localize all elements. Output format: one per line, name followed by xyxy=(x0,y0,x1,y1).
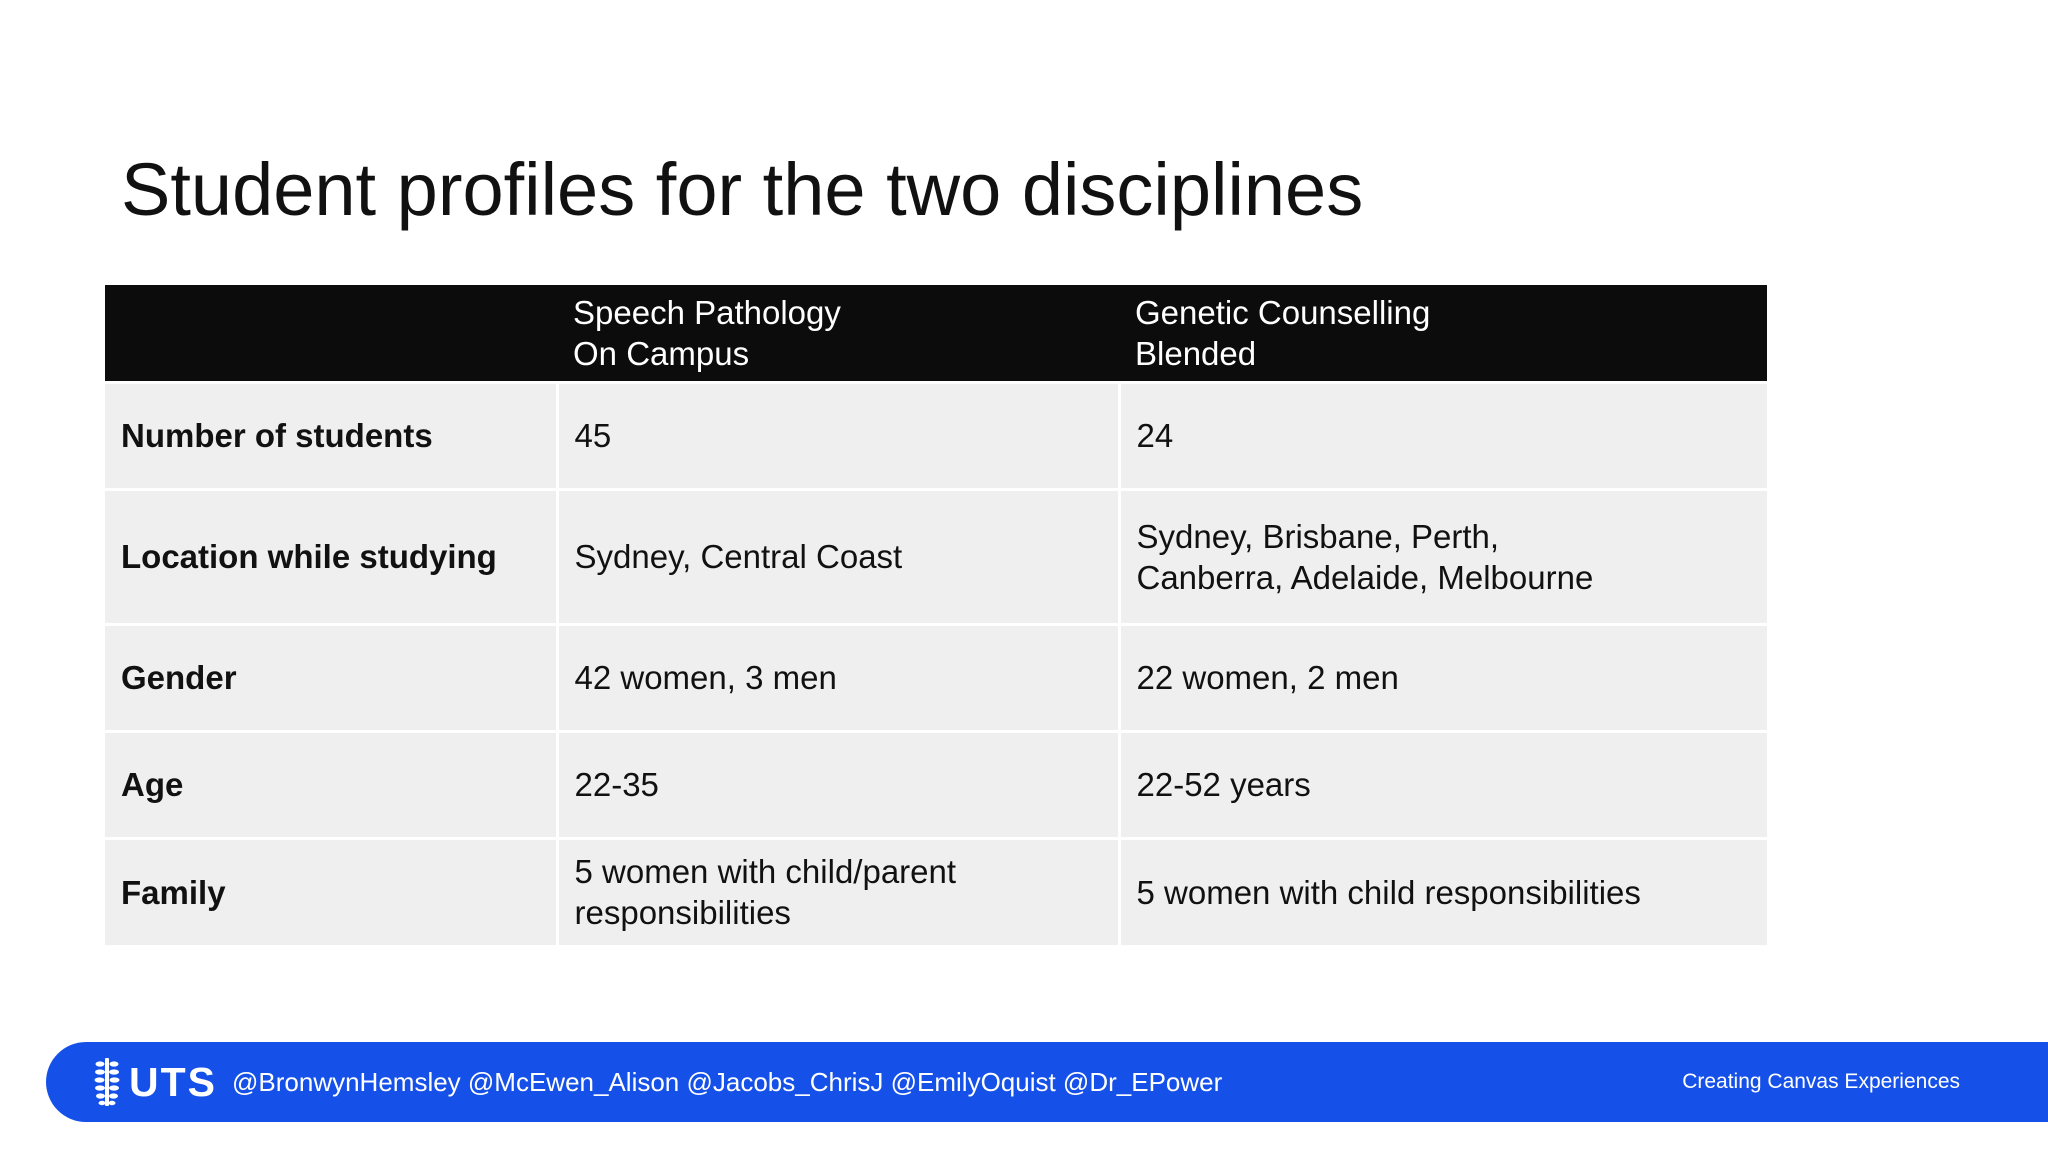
cell-line: 42 women, 3 men xyxy=(574,659,837,696)
table-header-speech-pathology: Speech Pathology On Campus xyxy=(557,285,1119,382)
uts-logo: UTS xyxy=(94,1058,217,1106)
speech-pathology-cell: 22-35 xyxy=(555,729,1121,840)
table-row-location: Location while studying Sydney, Central … xyxy=(105,487,1767,626)
cell-line: Sydney, Central Coast xyxy=(574,538,903,575)
header-line: Blended xyxy=(1135,334,1257,372)
cell-line: 22-35 xyxy=(574,766,659,803)
genetic-counselling-cell: Sydney, Brisbane, Perth, Canberra, Adela… xyxy=(1117,487,1767,626)
table-header-empty-cell xyxy=(105,285,557,382)
cell-line: responsibilities xyxy=(574,894,791,932)
row-label: Gender xyxy=(105,622,559,733)
table-row-age: Age 22-35 22-52 years xyxy=(105,729,1767,840)
cell-line: 5 women with child/parent xyxy=(574,853,957,891)
genetic-counselling-cell: 22 women, 2 men xyxy=(1117,622,1767,733)
header-line: Speech Pathology xyxy=(573,293,841,331)
footer-bar: UTS @BronwynHemsley @McEwen_Alison @Jaco… xyxy=(46,1042,2048,1122)
genetic-counselling-cell: 24 xyxy=(1117,380,1767,491)
student-profiles-table: Speech Pathology On Campus Genetic Couns… xyxy=(105,285,1767,945)
footer-author-handles: @BronwynHemsley @McEwen_Alison @Jacobs_C… xyxy=(232,1067,1223,1097)
uts-logo-text: UTS xyxy=(129,1059,217,1105)
footer-event-title: Creating Canvas Experiences xyxy=(1682,1070,1960,1093)
row-label: Family xyxy=(105,836,559,945)
genetic-counselling-cell: 22-52 years xyxy=(1117,729,1767,840)
genetic-counselling-cell: 5 women with child responsibilities xyxy=(1117,836,1767,945)
cell-line: 5 women with child responsibilities xyxy=(1136,873,1641,911)
uts-chromosome-mark-icon xyxy=(94,1058,120,1106)
cell-line: 22-52 years xyxy=(1136,766,1311,803)
speech-pathology-cell: 5 women with child/parent responsibiliti… xyxy=(555,836,1121,945)
row-label: Location while studying xyxy=(105,487,559,626)
speech-pathology-cell: 45 xyxy=(555,380,1121,491)
header-line: Genetic Counselling xyxy=(1135,293,1431,331)
row-label: Age xyxy=(105,729,559,840)
table-header-row: Speech Pathology On Campus Genetic Couns… xyxy=(105,285,1767,382)
table-row-gender: Gender 42 women, 3 men 22 women, 2 men xyxy=(105,622,1767,733)
cell-line: 24 xyxy=(1136,417,1174,454)
row-label: Number of students xyxy=(105,380,559,491)
cell-line: Canberra, Adelaide, Melbourne xyxy=(1136,558,1594,596)
speech-pathology-cell: Sydney, Central Coast xyxy=(555,487,1121,626)
cell-line: Sydney, Brisbane, Perth, xyxy=(1136,517,1500,555)
table-header-genetic-counselling: Genetic Counselling Blended xyxy=(1119,285,1767,382)
cell-line: 22 women, 2 men xyxy=(1136,659,1399,696)
header-line: On Campus xyxy=(573,334,750,372)
speech-pathology-cell: 42 women, 3 men xyxy=(555,622,1121,733)
table-row-family: Family 5 women with child/parent respons… xyxy=(105,836,1767,945)
table-row-number-of-students: Number of students 45 24 xyxy=(105,380,1767,491)
slide-title: Student profiles for the two disciplines xyxy=(121,148,1364,231)
cell-line: 45 xyxy=(574,417,612,454)
